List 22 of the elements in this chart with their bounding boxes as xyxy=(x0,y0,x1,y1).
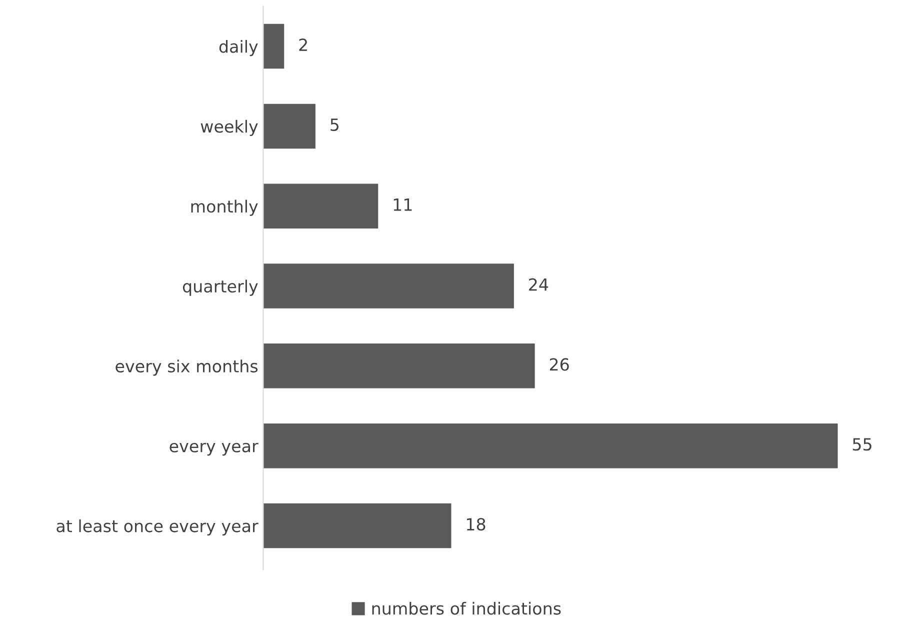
bar xyxy=(263,423,838,468)
data-label: 2 xyxy=(299,38,307,51)
bar xyxy=(263,24,284,69)
data-label: 26 xyxy=(550,358,569,371)
data-label: 18 xyxy=(466,518,486,531)
y-tick-label: weekly xyxy=(200,120,258,136)
legend-label: numbers of indications xyxy=(372,602,561,615)
bar xyxy=(263,344,535,388)
bar xyxy=(263,184,378,228)
y-tick-label: daily xyxy=(219,40,258,56)
data-label: 24 xyxy=(529,278,548,291)
y-tick-label: every year xyxy=(170,442,258,456)
bar xyxy=(263,104,316,149)
data-label: 11 xyxy=(394,198,412,211)
y-tick-label: every six months xyxy=(116,360,258,376)
bar xyxy=(263,503,452,548)
y-tick-label: quarterly xyxy=(182,280,258,296)
y-tick-label: at least once every year xyxy=(56,519,258,536)
data-label: 55 xyxy=(852,438,872,451)
bar xyxy=(263,264,514,308)
data-label: 5 xyxy=(330,118,338,132)
y-tick-label: monthly xyxy=(191,200,258,216)
